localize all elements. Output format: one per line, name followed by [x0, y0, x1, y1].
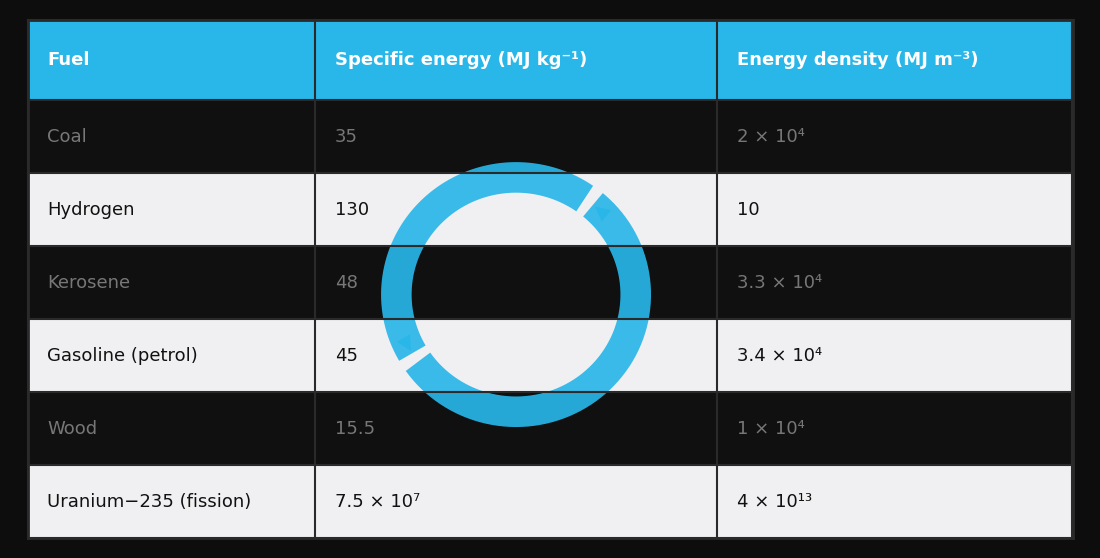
Text: 3.4 × 10⁴: 3.4 × 10⁴ [737, 347, 822, 365]
Text: 2 × 10⁴: 2 × 10⁴ [737, 128, 805, 146]
Text: 35: 35 [334, 128, 358, 146]
Text: 7.5 × 10⁷: 7.5 × 10⁷ [334, 493, 420, 511]
Bar [315, 20, 717, 100]
Text: 3.3 × 10⁴: 3.3 × 10⁴ [737, 273, 822, 292]
Text: Coal: Coal [47, 128, 87, 146]
Bar [28, 465, 315, 538]
Text: 45: 45 [334, 347, 358, 365]
Text: 1 × 10⁴: 1 × 10⁴ [737, 420, 805, 438]
Bar [315, 465, 717, 538]
Bar [28, 173, 315, 246]
Bar [28, 100, 315, 173]
Bar [28, 392, 315, 465]
Bar [717, 319, 1072, 392]
Text: Uranium−235 (fission): Uranium−235 (fission) [47, 493, 252, 511]
Text: Gasoline (petrol): Gasoline (petrol) [47, 347, 198, 365]
Text: Wood: Wood [47, 420, 98, 438]
Bar [717, 173, 1072, 246]
Bar [717, 246, 1072, 319]
Text: 15.5: 15.5 [334, 420, 375, 438]
Bar [28, 246, 315, 319]
Text: Energy density (MJ m⁻³): Energy density (MJ m⁻³) [737, 51, 979, 69]
Text: Fuel: Fuel [47, 51, 90, 69]
Bar [28, 20, 315, 100]
Bar [315, 319, 717, 392]
Bar [717, 392, 1072, 465]
Text: Hydrogen: Hydrogen [47, 200, 135, 219]
Bar [315, 392, 717, 465]
Bar [717, 20, 1072, 100]
Text: Specific energy (MJ kg⁻¹): Specific energy (MJ kg⁻¹) [334, 51, 587, 69]
Bar [717, 100, 1072, 173]
Text: Kerosene: Kerosene [47, 273, 131, 292]
Bar [717, 465, 1072, 538]
Text: 10: 10 [737, 200, 760, 219]
Text: 48: 48 [334, 273, 358, 292]
Text: 4 × 10¹³: 4 × 10¹³ [737, 493, 812, 511]
Bar [315, 100, 717, 173]
Bar [28, 319, 315, 392]
Bar [315, 173, 717, 246]
Bar [315, 246, 717, 319]
Text: 130: 130 [334, 200, 368, 219]
